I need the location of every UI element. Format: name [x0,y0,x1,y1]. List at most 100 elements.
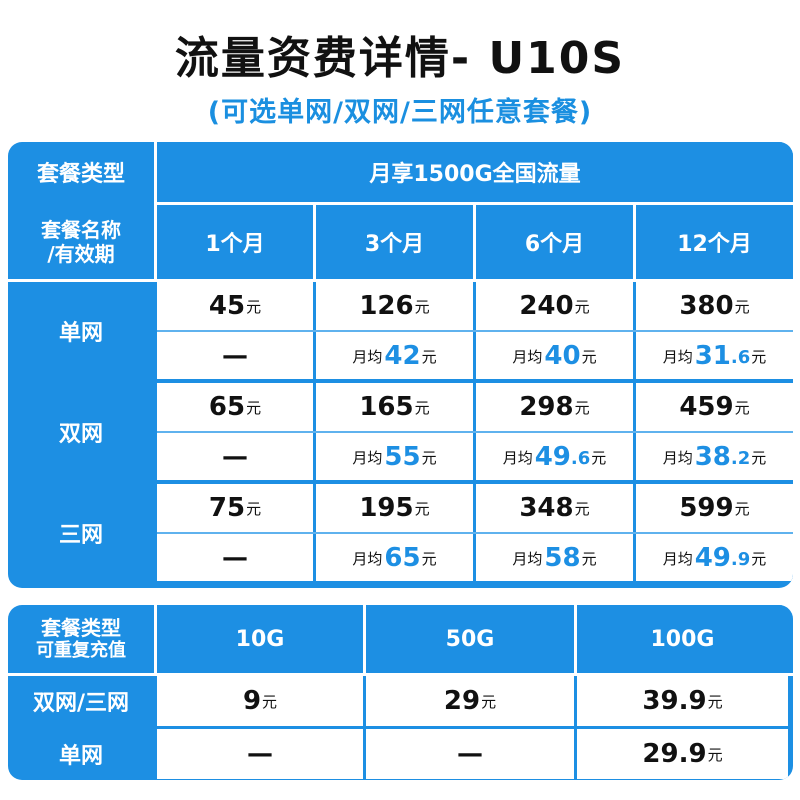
avg-decimal: .6 [570,447,591,469]
price-unit: 元 [574,298,590,316]
network-label: 单网 [58,744,103,769]
average-cell: 月均 42 元 [316,332,473,379]
package-type-header: 套餐类型 [8,142,154,202]
sub-row-divider [157,532,793,534]
validity-label: /有效期 [47,242,115,266]
price-unit: 元 [734,298,750,316]
network-label: 双网 [58,422,103,447]
traffic-header: 月享1500G全国流量 [157,142,793,202]
average-cell: — [157,433,313,480]
price-unit: 元 [414,298,430,316]
average-cell: 月均 58 元 [476,534,633,581]
avg-label: 月均 [662,448,693,467]
col-sep [574,605,577,673]
page-title: 流量资费详情- U10S [174,33,626,84]
price-unit: 元 [581,549,597,568]
price-unit: 元 [414,399,430,417]
recharge-price-cell: 29 元 [366,676,574,726]
avg-label: 月均 [502,448,533,467]
average-cell: 月均 49.6 元 [476,433,633,480]
duration-header-3: 12个月 [636,205,793,279]
price-cell: 240 元 [476,282,633,330]
average-cell: 月均 55 元 [316,433,473,480]
recharge-price-cell: 29.9 元 [577,729,788,779]
price-value: 240 [519,291,574,321]
rechargeable-label: 可重复充值 [36,640,126,661]
recharge-type-label: 套餐类型 [41,616,121,640]
label-col-border [154,282,157,588]
price-value: 298 [519,392,574,422]
avg-label: 月均 [662,347,693,366]
dash-placeholder: — [222,542,248,573]
price-cell: 298 元 [476,383,633,431]
duration-header-0: 1个月 [157,205,313,279]
price-cell: 165 元 [316,383,473,431]
network-label: 单网 [58,321,103,346]
sub-row-divider [157,330,793,332]
price-value: 45 [208,291,246,321]
price-unit: 元 [574,399,590,417]
avg-label: 月均 [512,347,543,366]
recharge-row-label: 双网/三网 [8,676,154,726]
price-value: 165 [359,392,414,422]
price-unit: 元 [246,298,262,316]
price-value: 9 [242,686,262,716]
avg-label: 月均 [352,448,383,467]
avg-label: 月均 [352,347,383,366]
price-unit: 元 [421,448,437,467]
duration-label: 1个月 [205,232,265,257]
duration-label: 12个月 [677,232,752,257]
average-cell: 月均 31.6 元 [636,332,793,379]
avg-decimal: .6 [730,346,751,368]
price-unit: 元 [246,500,262,518]
price-value: 126 [359,291,414,321]
average-cell: 月均 40 元 [476,332,633,379]
dash-placeholder: — [222,340,248,371]
duration-header-2: 6个月 [476,205,633,279]
avg-value: 49 [534,441,571,472]
duration-label: 3个月 [364,232,425,257]
data-size-label: 10G [235,626,285,652]
duration-header-1: 3个月 [316,205,473,279]
avg-label: 月均 [352,549,383,568]
network-label: 双网/三网 [32,691,130,716]
avg-value: 65 [384,542,421,573]
price-value: 195 [359,493,414,523]
avg-value: 38 [694,441,731,472]
col-sep [633,205,636,279]
price-unit: 元 [414,500,430,518]
price-unit: 元 [707,746,723,764]
price-unit: 元 [591,448,607,467]
page-subtitle: (可选单网/双网/三网任意套餐) [207,97,593,128]
average-cell: 月均 38.2 元 [636,433,793,480]
price-cell: 126 元 [316,282,473,330]
header-bottom-line [8,279,793,282]
price-value: 29.9 [642,739,707,769]
data-size-header-0: 10G [157,605,363,673]
price-unit: 元 [481,693,497,711]
network-row-label: 双网 [8,383,154,481]
price-unit: 元 [246,399,262,417]
avg-value: 49 [694,542,731,573]
package-name-header: 套餐名称/有效期 [8,205,154,279]
recharge-price-cell: 39.9 元 [577,676,788,726]
price-value: 39.9 [642,686,707,716]
price-cell: 45 元 [157,282,313,330]
price-unit: 元 [421,347,437,366]
price-cell: 65 元 [157,383,313,431]
avg-value: 42 [384,340,421,371]
duration-label: 6个月 [524,232,585,257]
col-sep [313,205,316,279]
price-value: 380 [679,291,734,321]
package-type-label: 套餐类型 [36,162,125,187]
traffic-label: 月享1500G全国流量 [369,162,581,187]
avg-value: 31 [694,340,731,371]
data-size-label: 50G [445,626,495,652]
data-size-header-2: 100G [577,605,788,673]
dash-placeholder: — [457,739,483,769]
price-value: 459 [679,392,734,422]
price-value: 348 [519,493,574,523]
avg-value: 55 [384,441,421,472]
recharge-price-cell: — [366,729,574,779]
data-size-header-1: 50G [366,605,574,673]
